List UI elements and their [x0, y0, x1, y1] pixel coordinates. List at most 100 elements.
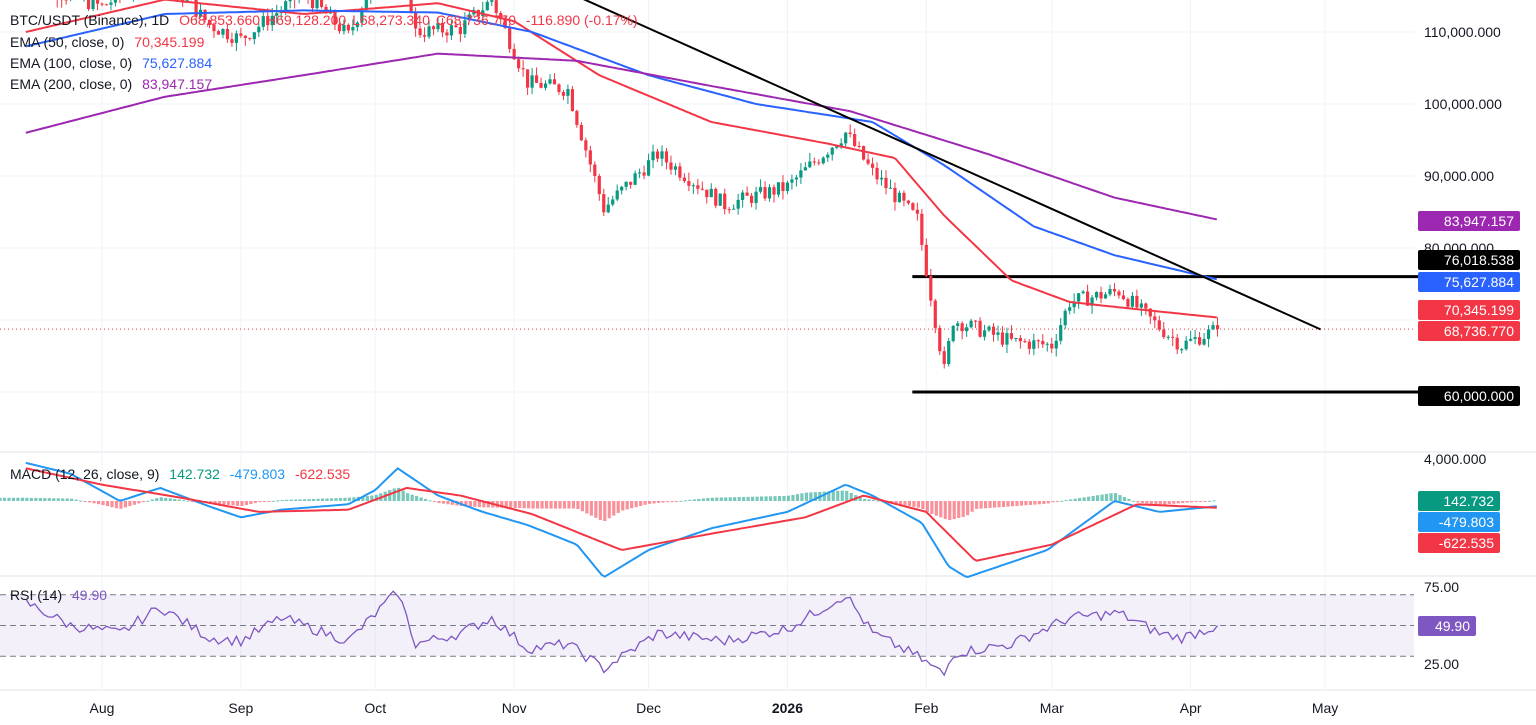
macd-histogram-bar — [2, 497, 7, 501]
candle-body — [691, 185, 695, 187]
candle-body — [1108, 288, 1112, 295]
candle-body — [414, 12, 418, 29]
candle-body — [243, 35, 247, 39]
symbol-label[interactable]: BTC/USDT (Binance), 1D — [10, 12, 170, 28]
macd-histogram-bar — [0, 497, 2, 501]
candle-body — [812, 161, 816, 163]
candle-body — [216, 31, 221, 35]
macd-histogram-bar — [827, 491, 831, 501]
macd-histogram-bar — [1091, 495, 1095, 501]
macd-histogram-bar — [513, 501, 517, 508]
macd-histogram-bar — [231, 501, 235, 506]
rsi-legend[interactable]: RSI (14) 49.90 — [10, 585, 107, 605]
macd-histogram-bar — [1042, 501, 1046, 504]
macd-legend[interactable]: MACD (12, 26, close, 9) 142.732 -479.803… — [10, 464, 350, 484]
macd-histogram-bar — [652, 501, 656, 504]
macd-histogram-bar — [1131, 500, 1136, 502]
candle-body — [929, 276, 933, 301]
candle-body — [422, 35, 427, 37]
macd-histogram-bar — [567, 501, 571, 509]
macd-histogram-bar — [88, 501, 92, 503]
macd-histogram-bar — [1096, 495, 1100, 501]
macd-histogram-bar — [137, 501, 141, 504]
candle-body — [526, 69, 530, 88]
macd-histogram-bar — [585, 501, 589, 514]
macd-histogram-bar — [1006, 501, 1010, 507]
candle-body — [1077, 293, 1081, 302]
candle-body — [1198, 337, 1202, 345]
macd-histogram-bar — [168, 498, 172, 501]
header-legend: BTC/USDT (Binance), 1D O68,853.660 H69,1… — [10, 10, 638, 30]
candle-body — [1090, 297, 1094, 306]
macd-histogram-bar — [952, 501, 956, 520]
candle-body — [1175, 337, 1179, 350]
macd-histogram-bar — [65, 498, 69, 501]
candle-body — [687, 181, 691, 186]
candle-body — [225, 29, 230, 40]
macd-histogram-bar — [509, 501, 513, 508]
candle-body — [839, 143, 843, 147]
ema200-legend[interactable]: EMA (200, close, 0) 83,947.157 — [10, 74, 212, 94]
candle-body — [736, 199, 740, 209]
candle-body — [552, 79, 557, 85]
macd-histogram-bar — [105, 501, 110, 507]
macd-histogram-bar — [1154, 501, 1158, 505]
macd-histogram-bar — [863, 498, 867, 501]
candle-body — [1171, 336, 1175, 338]
macd-line-tag: -479.803 — [1418, 512, 1500, 532]
macd-histogram-bar — [1064, 500, 1068, 502]
macd-histogram-bar — [468, 501, 472, 507]
ohlc-close: C68,736.770 — [435, 12, 516, 28]
candle-body — [750, 195, 754, 203]
macd-histogram-bar — [916, 501, 920, 508]
candle-body — [745, 192, 749, 196]
candle-body — [853, 134, 857, 146]
macd-histogram-bar — [441, 501, 446, 504]
macd-histogram-bar — [146, 500, 150, 502]
macd-histogram-bar — [930, 501, 934, 514]
ema100-price-tag: 75,627.884 — [1418, 272, 1520, 292]
time-axis-label: Feb — [914, 700, 938, 716]
candle-body — [230, 39, 234, 43]
candle-body — [664, 151, 669, 163]
macd-histogram-bar — [553, 501, 558, 509]
macd-histogram-bar — [898, 501, 903, 505]
ema50-legend[interactable]: EMA (50, close, 0) 70,345.199 — [10, 32, 204, 52]
macd-histogram-bar — [607, 501, 611, 519]
macd-histogram-bar — [1145, 501, 1149, 504]
macd-histogram-bar — [961, 501, 965, 517]
candle-body — [633, 173, 637, 185]
macd-histogram-bar — [858, 497, 862, 501]
macd-histogram-bar — [432, 501, 437, 502]
candle-body — [351, 27, 355, 31]
candle-body — [454, 25, 458, 28]
ema100-legend[interactable]: EMA (100, close, 0) 75,627.884 — [10, 53, 212, 73]
candle-body — [991, 326, 996, 335]
candle-body — [758, 187, 763, 192]
macd-histogram-bar — [74, 499, 78, 501]
candle-body — [575, 110, 579, 125]
macd-histogram-bar — [612, 501, 616, 516]
candle-body — [203, 9, 207, 20]
rsi-axis-tick: 75.00 — [1424, 579, 1459, 595]
macd-histogram-bar — [343, 497, 347, 501]
candle-body — [620, 186, 624, 191]
macd-histogram-bar — [159, 497, 163, 501]
time-axis-label: Sep — [228, 700, 253, 716]
candle-body — [1180, 349, 1184, 351]
macd-histogram-bar — [957, 501, 961, 519]
macd-histogram-bar — [1113, 493, 1118, 501]
macd-histogram-bar — [688, 499, 692, 501]
macd-histogram-bar — [549, 501, 553, 509]
candle-body — [960, 323, 964, 332]
candle-body — [830, 147, 834, 155]
candle-body — [942, 351, 946, 365]
macd-histogram-bar — [419, 497, 423, 501]
macd-histogram-bar — [921, 501, 925, 510]
candle-body — [548, 79, 552, 84]
macd-histogram-bar — [294, 499, 298, 501]
macd-legend-hist: 142.732 — [169, 466, 220, 482]
macd-histogram-bar — [710, 497, 714, 501]
candle-body — [566, 89, 570, 96]
